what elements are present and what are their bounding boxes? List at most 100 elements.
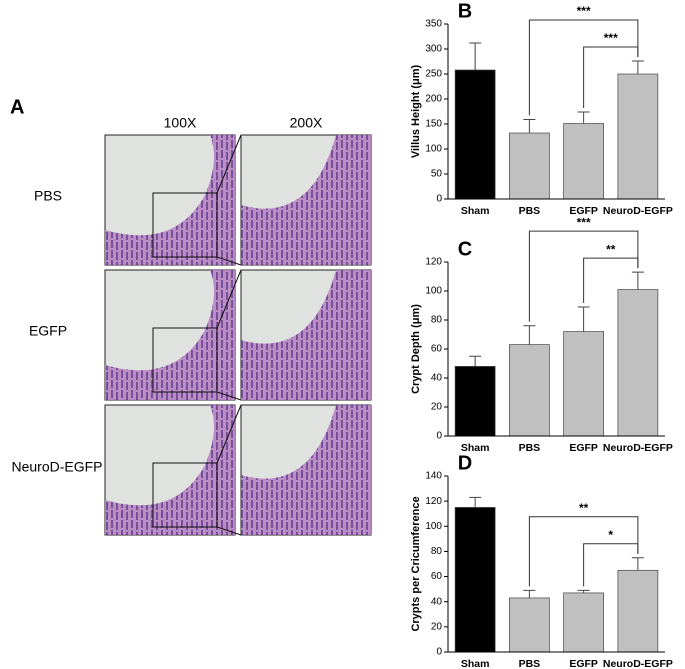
y-tick-label: 120 [425,496,442,507]
inset-box [152,462,218,528]
significance-bracket [583,543,639,587]
y-tick-label: 20 [431,621,443,632]
y-axis-label: Crypt Depth (μm) [410,304,422,394]
x-tick-label: EGFP [569,205,598,217]
inset-box [152,192,218,258]
significance-bracket [528,230,639,322]
y-tick-label: 100 [425,144,442,155]
y-tick-label: 200 [425,94,442,105]
y-tick-label: 0 [436,431,442,442]
tissue [105,270,235,400]
bar [509,597,550,653]
error-bar [631,60,644,74]
y-tick-label: 40 [431,596,443,607]
column-label: 100X [164,115,197,131]
x-tick-label: EGFP [569,658,598,669]
significance-bracket [528,516,639,587]
y-tick-label: 60 [431,571,443,582]
bar [617,569,659,653]
y-tick-label: 60 [431,344,443,355]
x-tick-label: PBS [519,442,541,454]
x-tick-label: Sham [461,658,490,669]
x-tick-label: NeuroD-EGFP [603,442,673,454]
significance-bracket [583,257,639,303]
tissue [241,405,371,535]
tissue [105,405,235,535]
zoom-line [216,404,242,464]
x-tick-label: Sham [461,442,490,454]
panel-label: C [458,238,472,260]
zoom-line [216,391,242,401]
y-tick-label: 80 [431,546,443,557]
error-bar [469,496,482,508]
bar [454,366,496,437]
y-tick-label: 80 [431,315,443,326]
x-tick-label: PBS [519,205,541,217]
bar [454,69,496,200]
significance-bracket [583,46,639,108]
zoom-line [216,526,242,536]
bar [617,73,659,200]
x-tick-label: EGFP [569,442,598,454]
y-tick-label: 100 [425,286,442,297]
significance-label: ** [579,501,589,515]
bar [509,344,550,437]
y-tick-label: 250 [425,69,442,80]
error-bar [469,42,482,70]
bar [563,123,604,200]
panel-label: B [458,0,472,22]
significance-label: *** [577,4,591,18]
bar [563,331,604,437]
x-tick-label: NeuroD-EGFP [603,205,673,217]
error-bar [631,271,644,290]
zoom-line [216,134,242,194]
error-bar [523,589,536,598]
micrographs [104,134,372,536]
y-tick-label: 300 [425,44,442,55]
y-tick-label: 50 [431,169,443,180]
y-tick-label: 40 [431,373,443,384]
zoom-line [216,269,242,329]
panel-label: D [458,452,472,474]
y-tick-label: 350 [425,19,442,30]
row-label: PBS [34,188,62,204]
error-bar [469,355,482,367]
tissue [105,135,235,265]
significance-bracket [528,19,639,116]
y-tick-label: 100 [425,521,442,532]
significance-label: * [608,528,613,542]
inset-box [152,327,218,393]
y-axis-label: Crypts per Cricumference [410,496,422,631]
y-tick-label: 150 [425,119,442,130]
row-label: EGFP [29,323,67,339]
tissue [241,135,371,265]
significance-label: *** [577,215,591,229]
y-tick-label: 140 [425,471,442,482]
y-tick-label: 20 [431,402,443,413]
significance-label: ** [606,242,616,256]
bar [563,592,604,653]
y-tick-label: 0 [436,194,442,205]
row-label: NeuroD-EGFP [11,459,102,475]
error-bar [523,325,536,345]
bar [617,289,659,437]
error-bar [577,306,590,332]
zoom-line [216,256,242,266]
significance-label: *** [604,31,618,45]
bar [454,507,496,653]
error-bar [631,557,644,571]
error-bar [577,111,590,124]
bar [509,132,550,200]
column-label: 200X [290,115,323,131]
x-tick-label: Sham [461,205,490,217]
x-tick-label: NeuroD-EGFP [603,658,673,669]
tissue [241,270,371,400]
y-tick-label: 0 [436,647,442,658]
panel-label: A [10,96,24,118]
error-bar [523,119,536,133]
error-bar [577,589,590,593]
y-axis-label: Villus Height (μm) [410,65,422,159]
y-tick-label: 120 [425,257,442,268]
x-tick-label: PBS [519,658,541,669]
